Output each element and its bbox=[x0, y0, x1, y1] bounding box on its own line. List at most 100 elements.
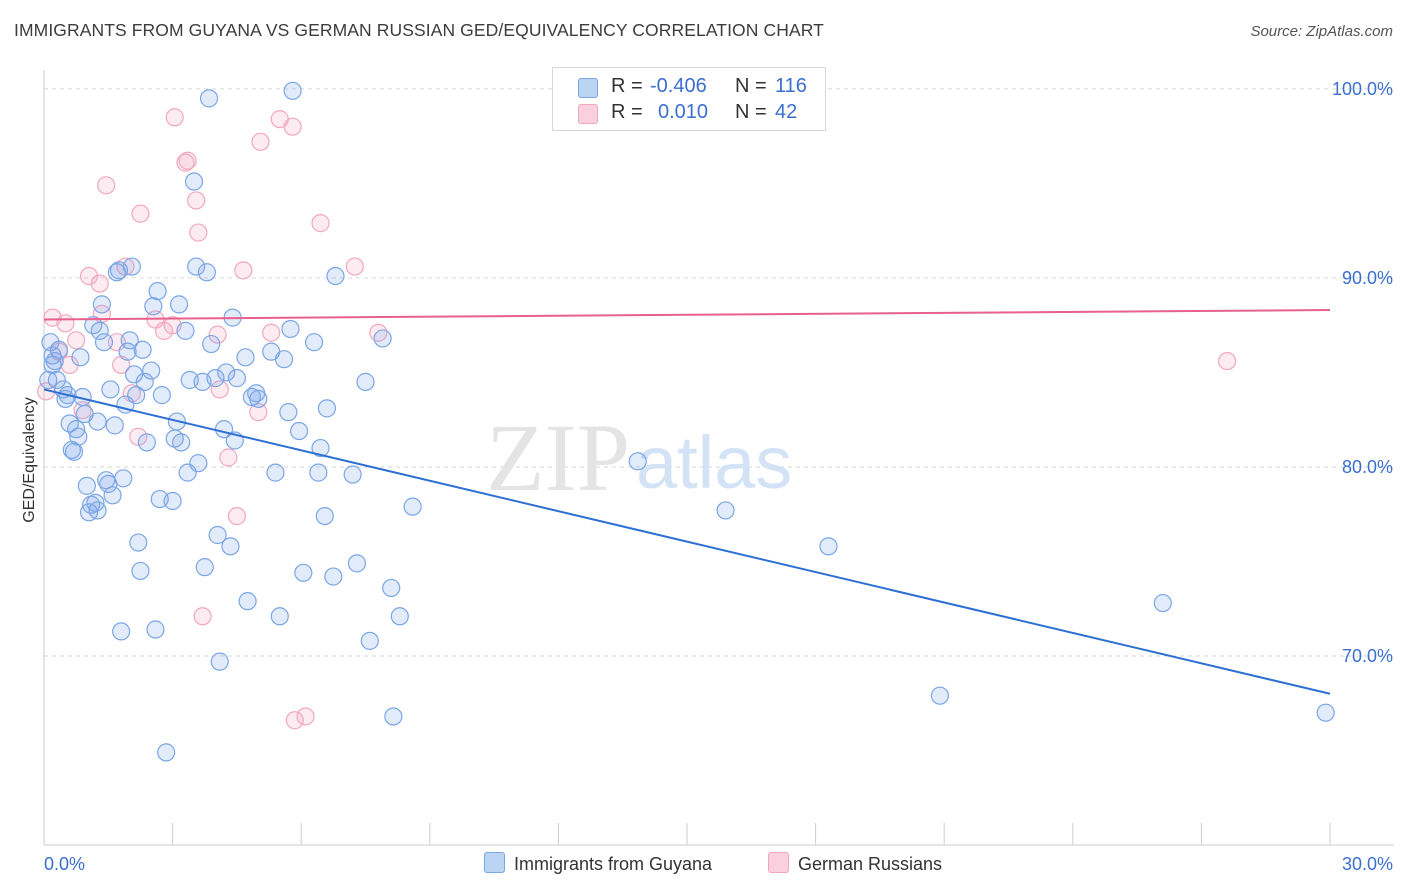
data-point bbox=[197, 263, 216, 282]
data-point bbox=[69, 427, 88, 446]
legend-swatch-blue bbox=[578, 78, 598, 98]
y-tick-label: 90.0% bbox=[1342, 268, 1393, 288]
y-tick-label: 80.0% bbox=[1342, 457, 1393, 477]
data-point bbox=[317, 399, 337, 418]
legend-label: Immigrants from Guyana bbox=[514, 854, 713, 874]
series-immigrants-from-guyana bbox=[39, 81, 1335, 762]
data-point bbox=[187, 257, 206, 276]
data-point bbox=[285, 711, 304, 730]
trend-lines bbox=[43, 309, 1331, 695]
data-point bbox=[360, 631, 379, 650]
axes bbox=[43, 70, 1394, 846]
data-point bbox=[262, 323, 281, 342]
data-point bbox=[157, 743, 176, 762]
data-point bbox=[131, 204, 150, 223]
data-point bbox=[90, 274, 109, 293]
data-point bbox=[195, 558, 214, 577]
data-point bbox=[129, 533, 148, 552]
watermark: ZIP atlas bbox=[486, 404, 792, 511]
data-point bbox=[184, 172, 204, 191]
data-point bbox=[326, 266, 345, 286]
data-point bbox=[324, 567, 343, 586]
legend-n-label: N = bbox=[735, 101, 767, 123]
data-point bbox=[315, 506, 334, 526]
data-point bbox=[716, 501, 735, 520]
data-point bbox=[249, 389, 268, 409]
trend-line bbox=[43, 388, 1331, 695]
data-point bbox=[152, 386, 171, 405]
data-point bbox=[56, 314, 75, 333]
legend-row-german-russians: R = 0.010 N = 42 bbox=[553, 101, 825, 127]
data-point bbox=[930, 686, 950, 705]
data-point bbox=[345, 257, 364, 276]
data-point bbox=[86, 493, 105, 512]
data-point bbox=[279, 403, 298, 422]
data-point bbox=[122, 257, 141, 276]
data-point bbox=[251, 132, 270, 151]
data-point bbox=[373, 329, 392, 348]
legend-n-label: N = bbox=[735, 75, 767, 97]
data-point bbox=[64, 442, 84, 461]
data-point bbox=[120, 331, 139, 350]
data-point bbox=[199, 89, 219, 108]
data-point bbox=[238, 592, 257, 611]
watermark-zip: ZIP bbox=[486, 404, 630, 511]
data-point bbox=[88, 412, 107, 431]
data-point bbox=[148, 282, 167, 301]
data-point bbox=[227, 369, 246, 388]
data-point bbox=[219, 448, 238, 467]
data-point bbox=[114, 469, 133, 488]
data-point bbox=[202, 334, 221, 354]
data-point bbox=[628, 452, 647, 471]
data-point bbox=[172, 433, 191, 452]
data-point bbox=[193, 607, 212, 626]
data-point bbox=[97, 176, 116, 195]
data-point bbox=[189, 223, 208, 242]
legend-item-guyana: Immigrants from Guyana bbox=[484, 852, 712, 875]
data-point bbox=[88, 501, 107, 520]
data-point bbox=[274, 350, 294, 369]
legend-row-guyana: R = -0.406 N = 116 bbox=[553, 75, 825, 101]
data-point bbox=[296, 707, 315, 726]
data-point bbox=[234, 261, 253, 280]
data-point bbox=[311, 214, 330, 233]
data-point bbox=[105, 416, 124, 435]
watermark-atlas: atlas bbox=[636, 421, 792, 504]
data-point bbox=[142, 361, 161, 380]
chart-source: Source: ZipAtlas.com bbox=[1250, 23, 1393, 40]
data-point bbox=[176, 321, 195, 340]
y-tick-labels: 70.0% 80.0% 90.0% 100.0% bbox=[1332, 79, 1393, 666]
data-point bbox=[124, 365, 144, 384]
data-point bbox=[1316, 703, 1335, 722]
data-point bbox=[390, 607, 409, 626]
data-point bbox=[266, 463, 285, 482]
legend-swatch-blue bbox=[484, 852, 505, 873]
data-point bbox=[384, 707, 403, 726]
data-point bbox=[283, 117, 302, 136]
data-point bbox=[347, 554, 367, 573]
data-point bbox=[1153, 593, 1172, 613]
stats-legend: R = -0.406 N = 116 R = 0.010 N = 42 bbox=[552, 67, 826, 131]
legend-swatch-pink bbox=[578, 104, 598, 124]
data-point bbox=[294, 563, 313, 582]
data-point bbox=[270, 607, 289, 626]
data-point bbox=[165, 108, 184, 127]
data-point bbox=[249, 403, 268, 422]
legend-swatch-pink bbox=[768, 852, 789, 873]
data-point bbox=[210, 380, 229, 399]
data-point bbox=[135, 372, 154, 391]
data-point bbox=[236, 348, 255, 367]
data-point bbox=[289, 421, 309, 441]
data-point bbox=[163, 491, 182, 511]
data-point bbox=[178, 151, 197, 170]
data-point bbox=[133, 340, 152, 359]
data-point bbox=[206, 369, 225, 388]
data-point bbox=[281, 319, 300, 339]
data-point bbox=[103, 486, 122, 505]
data-point bbox=[227, 506, 246, 526]
data-point bbox=[112, 622, 131, 641]
data-point bbox=[77, 476, 96, 495]
y-tick-label: 70.0% bbox=[1342, 646, 1393, 666]
trend-line bbox=[43, 309, 1331, 321]
legend-r-label: R = bbox=[611, 75, 643, 97]
